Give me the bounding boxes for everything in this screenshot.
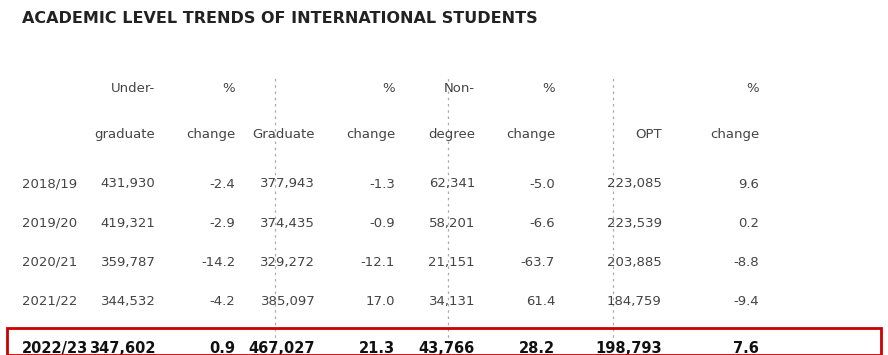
Text: %: %: [383, 82, 395, 95]
Text: -8.8: -8.8: [733, 256, 759, 269]
Text: 0.9: 0.9: [210, 341, 235, 355]
Text: -0.9: -0.9: [369, 217, 395, 230]
Text: 2018/19: 2018/19: [22, 178, 77, 191]
Text: ACADEMIC LEVEL TRENDS OF INTERNATIONAL STUDENTS: ACADEMIC LEVEL TRENDS OF INTERNATIONAL S…: [22, 11, 538, 26]
Text: 58,201: 58,201: [429, 217, 475, 230]
Text: change: change: [506, 128, 555, 141]
Text: -9.4: -9.4: [733, 295, 759, 308]
Text: 329,272: 329,272: [260, 256, 315, 269]
Text: change: change: [710, 128, 759, 141]
Text: 374,435: 374,435: [260, 217, 315, 230]
Text: change: change: [346, 128, 395, 141]
Text: 28.2: 28.2: [519, 341, 555, 355]
Text: -6.6: -6.6: [529, 217, 555, 230]
Text: 9.6: 9.6: [738, 178, 759, 191]
Text: 7.6: 7.6: [733, 341, 759, 355]
Text: -63.7: -63.7: [520, 256, 555, 269]
Text: Graduate: Graduate: [253, 128, 315, 141]
Text: -12.1: -12.1: [361, 256, 395, 269]
Text: %: %: [747, 82, 759, 95]
Text: OPT: OPT: [635, 128, 662, 141]
Text: 43,766: 43,766: [419, 341, 475, 355]
Text: graduate: graduate: [95, 128, 155, 141]
Text: 2021/22: 2021/22: [22, 295, 77, 308]
Text: change: change: [186, 128, 235, 141]
Text: %: %: [223, 82, 235, 95]
Text: %: %: [543, 82, 555, 95]
Text: Non-: Non-: [444, 82, 475, 95]
Text: 21,151: 21,151: [428, 256, 475, 269]
Text: 34,131: 34,131: [429, 295, 475, 308]
Text: 2022/23: 2022/23: [22, 341, 89, 355]
Text: 377,943: 377,943: [260, 178, 315, 191]
Text: 203,885: 203,885: [607, 256, 662, 269]
Text: -4.2: -4.2: [210, 295, 235, 308]
Text: 21.3: 21.3: [359, 341, 395, 355]
Text: 2020/21: 2020/21: [22, 256, 77, 269]
Text: 467,027: 467,027: [249, 341, 315, 355]
Text: -2.9: -2.9: [210, 217, 235, 230]
Text: -1.3: -1.3: [369, 178, 395, 191]
Text: 385,097: 385,097: [260, 295, 315, 308]
Text: 344,532: 344,532: [100, 295, 155, 308]
Text: 223,085: 223,085: [607, 178, 662, 191]
Text: degree: degree: [428, 128, 475, 141]
Text: 223,539: 223,539: [607, 217, 662, 230]
Text: Under-: Under-: [111, 82, 155, 95]
Text: -5.0: -5.0: [529, 178, 555, 191]
Text: -14.2: -14.2: [201, 256, 235, 269]
Text: 347,602: 347,602: [89, 341, 155, 355]
Text: 62,341: 62,341: [429, 178, 475, 191]
Text: 2019/20: 2019/20: [22, 217, 77, 230]
Text: 431,930: 431,930: [100, 178, 155, 191]
Text: 17.0: 17.0: [366, 295, 395, 308]
Text: 0.2: 0.2: [738, 217, 759, 230]
Text: 419,321: 419,321: [100, 217, 155, 230]
Text: -2.4: -2.4: [210, 178, 235, 191]
Text: 359,787: 359,787: [100, 256, 155, 269]
Text: 61.4: 61.4: [526, 295, 555, 308]
Text: 184,759: 184,759: [607, 295, 662, 308]
Text: 198,793: 198,793: [595, 341, 662, 355]
